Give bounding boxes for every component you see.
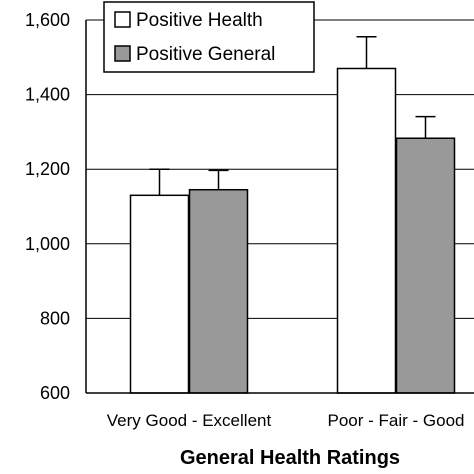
- y-tick-label: 1,000: [25, 234, 70, 254]
- legend-label: Positive Health: [136, 10, 263, 31]
- y-tick-label: 1,200: [25, 159, 70, 179]
- x-axis-title: General Health Ratings: [180, 447, 400, 469]
- y-tick-labels: 600 800 1,000 1,200 1,400 1,600: [25, 10, 70, 403]
- legend-box: [103, 1, 315, 73]
- bar-positive-general: [188, 188, 249, 394]
- axes: [85, 20, 474, 394]
- bar-positive-health: [129, 194, 190, 394]
- x-category-label: Very Good - Excellent: [107, 411, 272, 430]
- legend-swatch: [114, 11, 131, 28]
- y-tick-label: 1,600: [25, 10, 70, 30]
- error-bars: [149, 36, 436, 196]
- y-tick-label: 1,400: [25, 85, 70, 105]
- legend-swatch: [114, 45, 131, 62]
- bar-positive-general: [395, 137, 456, 394]
- bar-positive-health: [336, 67, 397, 394]
- bars: [129, 67, 456, 394]
- x-category-label: Poor - Fair - Good: [328, 411, 465, 430]
- legend: Positive Health Positive General: [103, 1, 315, 73]
- y-tick-label: 600: [40, 383, 70, 403]
- x-category-labels: Very Good - Excellent Poor - Fair - Good: [107, 411, 465, 430]
- y-tick-label: 800: [40, 308, 70, 328]
- legend-label: Positive General: [136, 44, 275, 65]
